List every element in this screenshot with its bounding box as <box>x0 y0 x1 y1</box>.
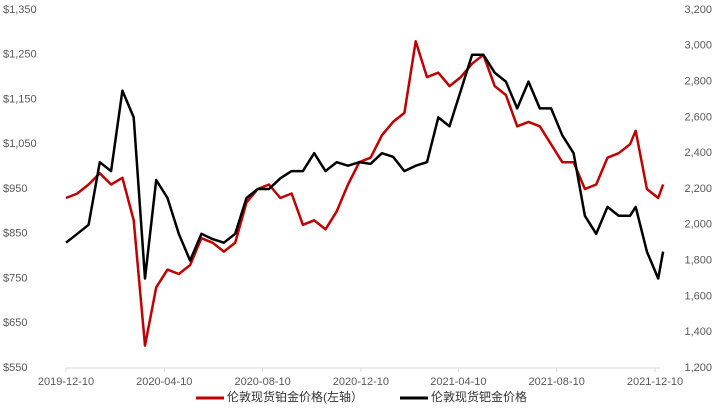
legend-label: 伦敦现货铂金价格(左轴） <box>227 389 363 404</box>
y-tick-label: $1,350 <box>3 4 37 16</box>
x-tick-label: 2021-12-10 <box>627 376 683 388</box>
y-tick-label: $950 <box>3 183 27 195</box>
x-tick-label: 2020-04-10 <box>136 376 192 388</box>
x-tick-label: 2019-12-10 <box>38 376 94 388</box>
y2-tick-label: 1,200 <box>684 362 712 374</box>
legend-label: 伦敦现货钯金价格 <box>431 389 527 404</box>
y2-tick-label: 2,400 <box>684 147 712 159</box>
series-line <box>65 40 665 347</box>
x-tick-label: 2020-12-10 <box>333 376 389 388</box>
series-line <box>65 53 665 280</box>
x-tick-label: 2021-04-10 <box>430 376 486 388</box>
y-tick-label: $550 <box>3 362 27 374</box>
y2-tick-label: 2,800 <box>684 76 712 88</box>
y2-tick-label: 1,800 <box>684 255 712 267</box>
x-tick-label: 2021-08-10 <box>529 376 585 388</box>
y2-tick-label: 2,600 <box>684 111 712 123</box>
y-tick-label: $650 <box>3 317 27 329</box>
y2-tick-label: 2,000 <box>684 219 712 231</box>
y2-tick-label: 1,600 <box>684 290 712 302</box>
y2-tick-label: 2,200 <box>684 183 712 195</box>
y2-tick-label: 1,400 <box>684 326 712 338</box>
y-tick-label: $1,150 <box>3 93 37 105</box>
y-tick-label: $1,050 <box>3 138 37 150</box>
y-tick-label: $850 <box>3 228 27 240</box>
y2-tick-label: 3,000 <box>684 40 712 52</box>
x-tick-label: 2020-08-10 <box>234 376 290 388</box>
y-tick-label: $750 <box>3 272 27 284</box>
y2-tick-label: 3,200 <box>684 4 712 16</box>
y-tick-label: $1,250 <box>3 49 37 61</box>
